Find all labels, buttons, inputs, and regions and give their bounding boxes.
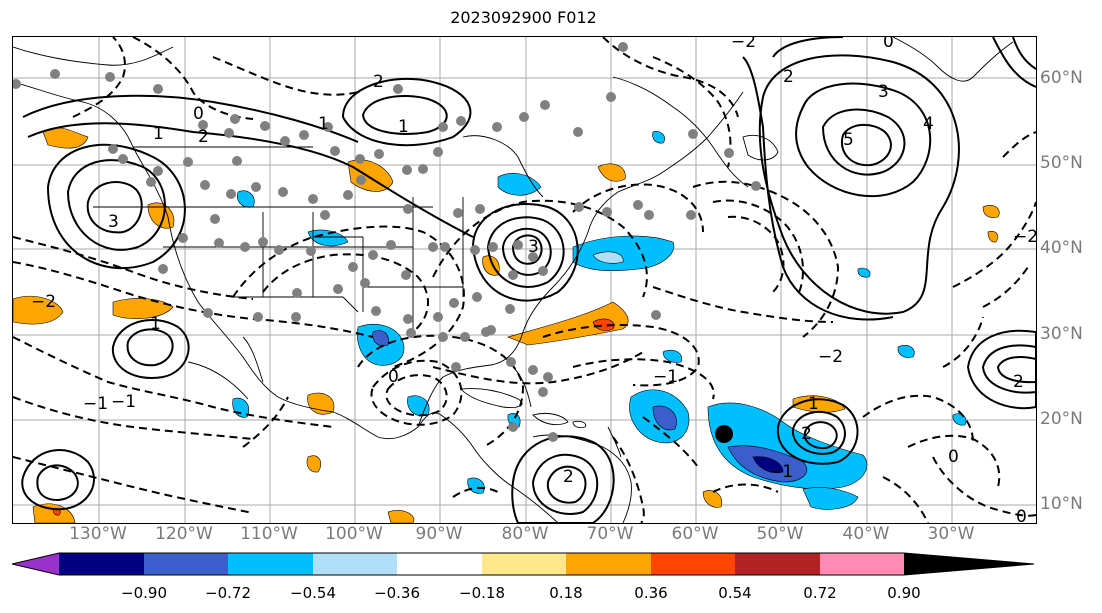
lat-label-30n: 30°N <box>1040 324 1083 344</box>
colorbar-segment <box>482 553 566 575</box>
lon-label-30w: 30°W <box>927 524 975 544</box>
colorbar-tick-label: −0.36 <box>374 584 420 602</box>
colorbar-segment <box>313 553 397 575</box>
contour-label: 0 <box>388 367 399 387</box>
contour-label: 1 <box>150 314 161 334</box>
colorbar-segment <box>904 553 1034 575</box>
coastlines <box>13 37 1014 523</box>
contour-label: −1 <box>768 462 793 482</box>
contour-label: 0 <box>193 104 204 124</box>
lat-label-60n: 60°N <box>1040 68 1083 88</box>
colorbar-tick-label: 0.54 <box>718 584 752 602</box>
contour-label: 3 <box>878 82 889 102</box>
positive-contours <box>21 37 1036 523</box>
contour-label: 3 <box>108 212 119 232</box>
contour-label: 3 <box>528 237 539 257</box>
lon-label-40w: 40°W <box>842 524 890 544</box>
contour-label: 2 <box>783 67 794 87</box>
colorbar-segment <box>397 553 482 575</box>
colorbar-segment <box>651 553 735 575</box>
lat-label-20n: 20°N <box>1040 409 1083 429</box>
contour-label: −2 <box>818 347 843 367</box>
colorbar-segment <box>144 553 228 575</box>
contour-label: 1 <box>398 117 409 137</box>
contour-label: 1 <box>318 114 329 134</box>
negative-contours <box>13 37 1036 523</box>
lon-label-50w: 50°W <box>756 524 804 544</box>
contour-label: 2 <box>1013 372 1024 392</box>
contour-label: 1 <box>808 394 819 414</box>
colorbar-segment <box>820 553 904 575</box>
colorbar-segment <box>228 553 313 575</box>
colorbar-segment <box>735 553 820 575</box>
lon-label-80w: 80°W <box>501 524 549 544</box>
colorbar-tick-label: −0.54 <box>290 584 336 602</box>
map-svg: 2 1 0 3 3 1 2 1 3 4 5 2 −2 −1 −1 1 2 −2 … <box>13 37 1036 523</box>
lat-label-50n: 50°N <box>1040 153 1083 173</box>
lat-label-40n: 40°N <box>1040 238 1083 258</box>
contour-label: −1 <box>111 392 136 412</box>
contour-label: 4 <box>923 114 934 134</box>
contour-label: 0 <box>1016 507 1027 523</box>
contour-label: 1 <box>153 124 164 144</box>
lon-label-110w: 110°W <box>240 524 298 544</box>
lon-label-100w: 100°W <box>325 524 383 544</box>
contour-label: 0 <box>948 447 959 467</box>
lon-label-120w: 120°W <box>155 524 213 544</box>
lat-label-10n: 10°N <box>1040 494 1083 514</box>
colorbar-segment <box>12 553 59 575</box>
lon-label-70w: 70°W <box>586 524 634 544</box>
map-title: 2023092900 F012 <box>450 8 597 27</box>
lon-label-90w: 90°W <box>415 524 463 544</box>
station-dots <box>13 42 761 442</box>
contour-label: 0 <box>883 37 894 52</box>
contour-label: −1 <box>653 367 678 387</box>
contour-label: 2 <box>198 127 209 147</box>
colorbar-tick-label: −0.72 <box>205 584 251 602</box>
colorbar-segment <box>59 553 144 575</box>
lon-label-60w: 60°W <box>671 524 719 544</box>
contour-label: −1 <box>83 394 108 414</box>
contour-label: 5 <box>843 130 854 150</box>
map-panel: 2 1 0 3 3 1 2 1 3 4 5 2 −2 −1 −1 1 2 −2 … <box>12 36 1037 524</box>
colorbar-tick-label: 0.72 <box>803 584 837 602</box>
graticule <box>13 37 1036 523</box>
contour-label: −2 <box>1013 227 1036 247</box>
contour-label: −2 <box>31 292 56 312</box>
colorbar-tick-label: −0.18 <box>459 584 505 602</box>
lon-label-130w: 130°W <box>69 524 127 544</box>
colorbar-tick-label: 0.36 <box>634 584 668 602</box>
colorbar <box>11 552 1035 576</box>
colorbar-tick-label: 0.90 <box>887 584 921 602</box>
contour-label: 2 <box>801 424 812 444</box>
contour-label: 2 <box>563 467 574 487</box>
colorbar-tick-label: −0.90 <box>121 584 167 602</box>
colorbar-tick-label: 0.18 <box>549 584 583 602</box>
contour-label: 2 <box>373 72 384 92</box>
storm-center-marker <box>715 425 733 443</box>
contour-labels: 2 1 0 3 3 1 2 1 3 4 5 2 −2 −1 −1 1 2 −2 … <box>31 37 1036 523</box>
contour-label: −2 <box>731 37 756 52</box>
colorbar-segment <box>566 553 651 575</box>
